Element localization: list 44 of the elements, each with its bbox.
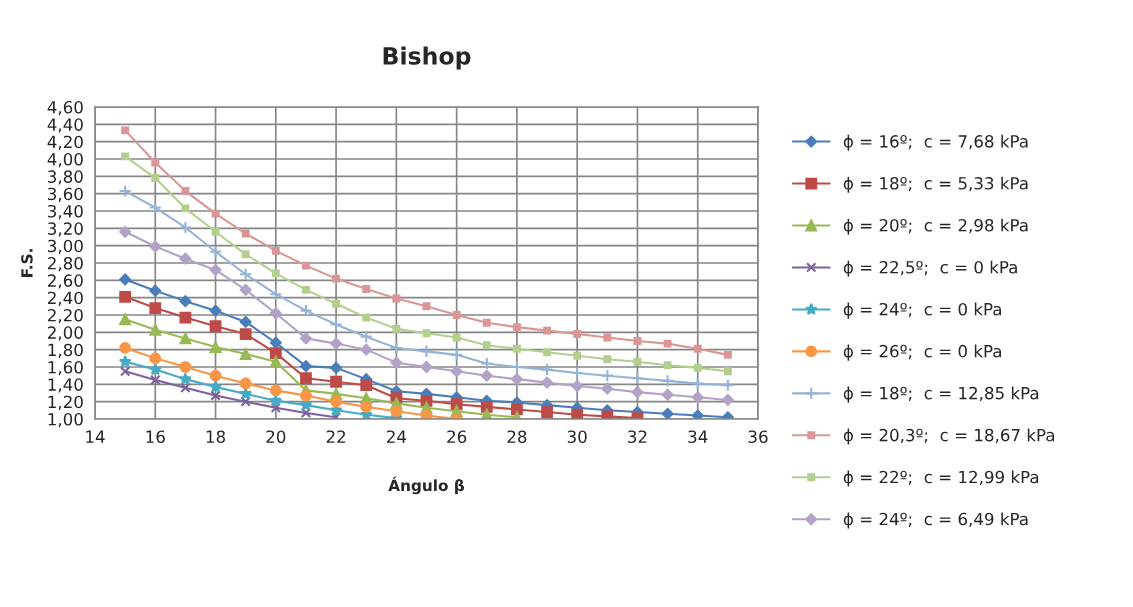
x-tick-label: 24 bbox=[386, 430, 407, 443]
y-tick-label: 1,60 bbox=[48, 360, 83, 376]
y-tick-label: 1,00 bbox=[48, 412, 83, 428]
y-tick-label: 1,80 bbox=[48, 343, 83, 358]
x-axis-title: Ángulo β bbox=[388, 476, 465, 495]
legend-label: ϕ = 22º; c = 12,99 kPa bbox=[843, 470, 1039, 487]
x-tick-label: 30 bbox=[567, 430, 587, 444]
y-tick-label: 4,20 bbox=[47, 135, 83, 150]
x-tick-label: 28 bbox=[507, 430, 527, 444]
y-tick-label: 3,80 bbox=[48, 170, 83, 185]
y-axis-title: F.S. bbox=[21, 249, 33, 277]
legend-label: ϕ = 26º; c = 0 kPa bbox=[843, 344, 1001, 361]
y-tick-label: 1,20 bbox=[48, 395, 83, 410]
legend-label: ϕ = 24º; c = 6,49 kPa bbox=[843, 512, 1028, 529]
y-tick-label: 2,60 bbox=[48, 274, 83, 289]
x-tick-label: 34 bbox=[688, 430, 708, 444]
legend-label: ϕ = 18º; c = 12,85 kPa bbox=[843, 386, 1039, 403]
y-tick-label: 3,40 bbox=[48, 204, 83, 220]
chart-title: Bishop bbox=[383, 46, 471, 70]
x-tick-label: 18 bbox=[206, 430, 226, 444]
legend-label: ϕ = 20,3º; c = 18,67 kPa bbox=[843, 428, 1055, 445]
y-tick-label: 2,40 bbox=[48, 291, 83, 306]
x-tick-label: 22 bbox=[326, 430, 346, 443]
legend-label: ϕ = 24º; c = 0 kPa bbox=[843, 302, 1001, 319]
x-tick-label: 14 bbox=[86, 430, 105, 443]
x-tick-label: 26 bbox=[447, 430, 467, 444]
legend-label: ϕ = 20º; c = 2,98 kPa bbox=[843, 218, 1028, 235]
y-tick-label: 2,80 bbox=[48, 256, 83, 272]
x-tick-label: 16 bbox=[146, 430, 165, 444]
x-tick-label: 20 bbox=[266, 430, 286, 444]
y-tick-label: 2,00 bbox=[48, 326, 83, 341]
y-tick-label: 2,20 bbox=[48, 308, 83, 324]
y-tick-label: 4,60 bbox=[47, 100, 83, 116]
y-tick-label: 1,40 bbox=[48, 378, 83, 393]
y-tick-label: 3,00 bbox=[48, 239, 83, 254]
x-tick-label: 36 bbox=[748, 430, 768, 444]
legend-label: ϕ = 16º; c = 7,68 kPa bbox=[843, 134, 1028, 151]
y-tick-label: 4,00 bbox=[47, 152, 83, 168]
y-tick-label: 4,40 bbox=[47, 118, 83, 133]
legend-label: ϕ = 22,5º; c = 0 kPa bbox=[843, 260, 1017, 277]
y-tick-label: 3,60 bbox=[48, 187, 83, 202]
y-tick-label: 3,20 bbox=[48, 222, 83, 237]
x-tick-label: 32 bbox=[628, 430, 647, 444]
legend-label: ϕ = 18º; c = 5,33 kPa bbox=[843, 176, 1028, 193]
